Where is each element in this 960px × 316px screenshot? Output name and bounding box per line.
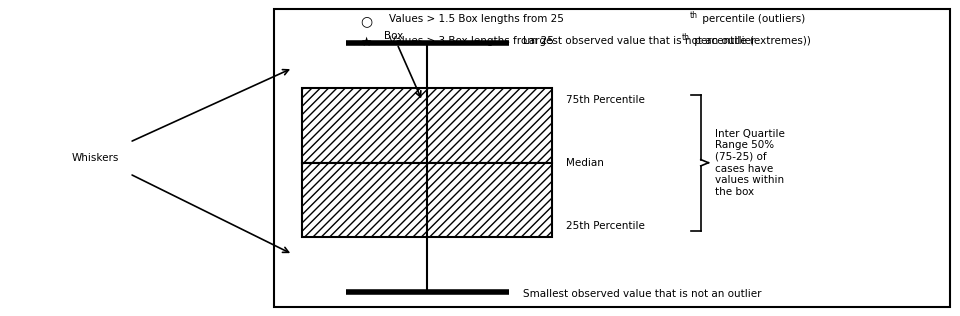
Text: Values > 1.5 Box lengths from 25: Values > 1.5 Box lengths from 25 bbox=[389, 14, 564, 24]
Text: Smallest observed value that is not an outlier: Smallest observed value that is not an o… bbox=[523, 289, 761, 299]
Text: Largest observed value that is not an outlier: Largest observed value that is not an ou… bbox=[523, 36, 756, 46]
Text: 75th Percentile: 75th Percentile bbox=[566, 95, 645, 105]
Text: Values > 3 Box lengths from 25: Values > 3 Box lengths from 25 bbox=[389, 36, 554, 46]
Text: Median: Median bbox=[566, 158, 604, 168]
Bar bbox=[302, 163, 552, 237]
Text: th: th bbox=[682, 33, 689, 42]
Bar bbox=[302, 88, 552, 163]
Text: Whiskers: Whiskers bbox=[72, 153, 119, 163]
Text: ○: ○ bbox=[360, 14, 372, 28]
Bar bbox=[274, 9, 950, 307]
Text: th: th bbox=[689, 11, 697, 20]
Text: Box: Box bbox=[384, 31, 420, 97]
Text: 25th Percentile: 25th Percentile bbox=[566, 221, 645, 231]
Text: ★: ★ bbox=[360, 36, 372, 49]
Text: percentile (outliers): percentile (outliers) bbox=[699, 14, 805, 24]
Text: percentile (extremes)): percentile (extremes)) bbox=[691, 36, 811, 46]
Text: Inter Quartile
Range 50%
(75-25) of
cases have
values within
the box: Inter Quartile Range 50% (75-25) of case… bbox=[715, 129, 785, 197]
